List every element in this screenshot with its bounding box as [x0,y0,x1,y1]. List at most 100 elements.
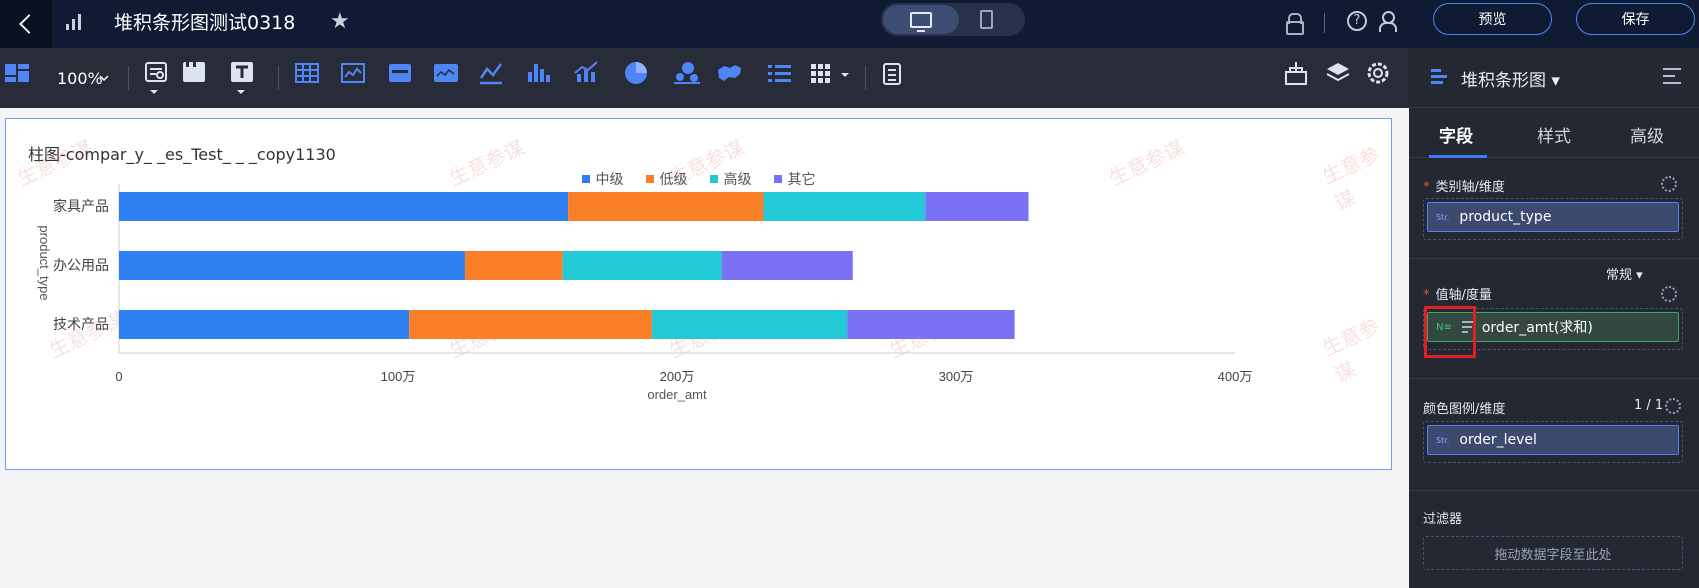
bar-segment[interactable] [651,310,848,339]
legend-label: 其它 [787,172,816,188]
bar-segment[interactable] [119,192,569,221]
legend-swatch [709,175,718,183]
y-tick-label: 家具产品 [53,198,109,214]
value-axis-gear-icon[interactable] [1661,286,1677,302]
category-field-label: product_type [1459,209,1552,225]
x-tick-label: 200万 [660,369,695,384]
value-axis-dropzone[interactable]: N≡ order_amt(求和) [1423,308,1683,350]
chevron-down-icon[interactable] [99,75,109,82]
card-icon[interactable] [389,64,411,82]
string-type-tag: Str. [1436,435,1450,445]
pie-chart-icon[interactable] [625,62,647,84]
combo-chart-icon[interactable] [574,61,598,82]
x-tick-label: 0 [115,369,122,384]
back-arrow-icon[interactable] [0,0,52,48]
bar-segment[interactable] [763,192,926,221]
bar-segment[interactable] [721,251,853,280]
color-legend-gear-icon[interactable] [1665,398,1681,414]
preview-button[interactable]: 预览 [1433,3,1552,35]
tab-advanced[interactable]: 高级 [1630,127,1664,147]
panel-header: 堆积条形图 ▾ [1409,48,1699,108]
y-axis-title: product_type [37,225,52,300]
value-mode-select[interactable]: 常规 ▾ [1606,268,1643,283]
category-field-pill[interactable]: Str. product_type [1427,202,1679,232]
report-icon[interactable] [883,63,901,85]
line-card-icon[interactable] [341,63,365,83]
bar-segment[interactable] [925,192,1029,221]
legend-swatch [773,175,782,183]
zoom-select[interactable]: 100% [57,69,103,88]
desktop-view-button[interactable] [883,5,959,34]
legend-swatch [581,175,590,183]
filter-label: 过滤器 [1423,512,1463,527]
star-icon[interactable]: ★ [330,9,350,34]
bar-segment[interactable] [568,192,764,221]
collapse-panel-icon[interactable] [1663,68,1681,84]
bar-segment[interactable] [409,310,652,339]
tab-style[interactable]: 样式 [1537,127,1571,147]
top-bar: 堆积条形图测试0318 ★ ? 预览 保存 [0,0,1699,48]
filter-dropzone[interactable]: 拖动数据字段至此处 [1423,536,1683,570]
lock-icon[interactable] [1286,13,1304,35]
sort-icon[interactable] [1461,321,1476,333]
legend-item[interactable]: 低级 [645,169,688,189]
value-axis-label: * 值轴/度量 [1423,288,1492,303]
x-tick-label: 400万 [1218,369,1253,384]
save-button[interactable]: 保存 [1576,3,1695,35]
page-title[interactable]: 堆积条形图测试0318 [114,12,296,34]
list-icon[interactable] [768,65,791,82]
chart-type-select[interactable]: 堆积条形图 ▾ [1461,71,1560,91]
bar-segment[interactable] [562,251,722,280]
color-field-pill[interactable]: Str. order_level [1427,425,1679,455]
divider [278,66,279,90]
tab-fields[interactable]: 字段 [1439,127,1473,147]
more-grid-icon[interactable] [811,64,849,83]
bar-segment[interactable] [119,310,410,339]
kpi-icon[interactable] [434,64,458,82]
legend-swatch [645,175,654,183]
color-legend-label: 颜色图例/维度 [1423,402,1506,417]
y-tick-label: 办公用品 [53,257,109,273]
tablet-icon [979,10,993,29]
category-axis-label: * 类别轴/维度 [1423,180,1505,195]
settings-icon[interactable] [1367,62,1389,84]
help-icon[interactable]: ? [1347,11,1367,31]
text-icon[interactable] [231,62,253,82]
legend-item[interactable]: 中级 [581,169,624,189]
legend-label: 低级 [659,172,688,188]
map-icon[interactable] [718,65,741,81]
config-panel: 堆积条形图 ▾ 字段 样式 高级 * 类别轴/维度 Str. product_typ… [1409,48,1699,588]
table-icon[interactable] [295,63,319,83]
bubble-icon[interactable] [674,62,700,84]
layers-icon[interactable] [1326,63,1350,82]
color-legend-dropzone[interactable]: Str. order_level [1423,421,1683,463]
legend-label: 中级 [595,172,624,188]
bar-segment[interactable] [847,310,1015,339]
dropdown-arrow-icon[interactable] [237,90,245,94]
brush-icon[interactable] [1285,62,1307,85]
value-field-pill[interactable]: N≡ order_amt(求和) [1427,312,1679,342]
toolbar-icons [5,61,1389,94]
x-tick-label: 300万 [939,369,974,384]
category-axis-gear-icon[interactable] [1661,176,1677,192]
bar-segment[interactable] [464,251,563,280]
bar-chart-icon[interactable] [528,64,550,82]
legend-item[interactable]: 其它 [773,169,816,189]
line-chart-icon[interactable] [479,63,503,85]
bar-segment[interactable] [119,251,465,280]
legend-label: 高级 [723,172,752,188]
query-icon[interactable] [145,62,167,82]
divider [1409,378,1699,379]
value-field-label: order_amt(求和) [1481,320,1593,336]
dropdown-arrow-icon[interactable] [150,90,158,94]
mobile-view-button[interactable] [949,5,1023,34]
container-icon[interactable] [183,62,205,82]
chart-legend: 中级 低级 高级 其它 [6,169,1391,189]
chart-widget[interactable]: 生意参谋 生意参谋 生意参谋 生意参谋 生意参谋 生意参谋 生意参谋 生意参谋 … [5,118,1392,470]
divider [1324,13,1325,33]
category-axis-dropzone[interactable]: Str. product_type [1423,198,1683,240]
legend-item[interactable]: 高级 [709,169,752,189]
user-settings-icon[interactable] [1379,11,1397,32]
dashboard-icon[interactable] [5,64,29,82]
